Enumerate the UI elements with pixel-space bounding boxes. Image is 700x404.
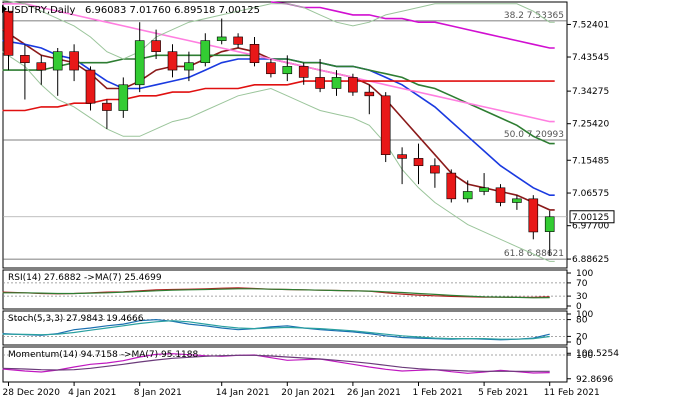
x-tick-label: 11 Feb 2021 [544, 388, 600, 398]
y-tick-label: 7.52401 [572, 20, 609, 30]
candle-body [3, 10, 14, 56]
candle-body [380, 95, 391, 155]
x-tick-label: 8 Jan 2021 [134, 388, 182, 398]
indicator-y-tick-label: 70 [576, 279, 588, 289]
candle-body [348, 77, 358, 93]
candle-body [512, 198, 522, 203]
candle-body [397, 154, 407, 159]
candle-body [298, 66, 309, 78]
indicator-y-tick-label: 100 [576, 269, 593, 279]
overlay-line [2, 0, 555, 60]
candle-body [184, 62, 194, 71]
candle-body [364, 91, 375, 97]
candle-body [167, 51, 178, 71]
indicator-y-tick-label: 92.8696 [576, 375, 613, 385]
indicator-series-line [2, 353, 550, 374]
candle-body [200, 40, 211, 64]
candle-body [36, 62, 47, 71]
candle-body [446, 172, 457, 200]
candle-body [331, 77, 342, 89]
overlay-line [2, 51, 555, 262]
candle-body [249, 44, 260, 64]
candle-body [20, 55, 30, 64]
candle-body [85, 69, 96, 104]
indicator-y-tick-label: 100.5254 [576, 349, 619, 359]
ohlc-readout: 6.96083 7.01760 6.89518 7.00125 [85, 5, 260, 16]
indicator-y-tick-label: 0 [576, 302, 582, 312]
x-tick-label: 5 Feb 2021 [478, 388, 528, 398]
x-tick-label: 20 Jan 2021 [281, 388, 335, 398]
y-tick-label: 7.25420 [572, 120, 609, 130]
y-tick-label: 7.06575 [572, 189, 609, 199]
indicator-y-tick-label: 100 [576, 351, 593, 361]
last-price-marker [569, 210, 615, 224]
candle-body [495, 187, 506, 203]
candle-body [102, 102, 112, 111]
indicator-series-line [2, 354, 550, 372]
candle-body [52, 51, 63, 71]
candle-body [413, 158, 424, 167]
collapse-icon[interactable] [2, 5, 7, 13]
y-tick-label: 6.88625 [572, 255, 609, 265]
x-tick-label: 28 Dec 2020 [3, 388, 61, 398]
indicator-header: RSI(14) 27.6882 ->MA(7) 25.4699 [8, 273, 162, 283]
indicator-header: Stoch(5,3,3) 27.9843 19.4666 [8, 314, 144, 324]
y-tick-label: 6.97700 [572, 222, 609, 232]
x-tick-label: 14 Jan 2021 [216, 388, 270, 398]
candle-body [528, 198, 539, 233]
candle-body [315, 77, 325, 89]
candle-body [266, 62, 276, 75]
candle-body [151, 40, 161, 52]
x-tick-label: 4 Jan 2021 [68, 388, 116, 398]
indicator-y-tick-label: 20 [576, 332, 588, 342]
overlay-line [270, 1, 555, 49]
indicator-y-tick-label: 100 [576, 310, 593, 320]
y-tick-label: 7.43545 [572, 53, 609, 63]
candle-body [479, 187, 489, 192]
candle-body [430, 165, 440, 174]
symbol-label: USDTRY,Daily [7, 5, 75, 16]
x-tick-label: 1 Feb 2021 [413, 388, 463, 398]
pane-frame [2, 346, 568, 383]
x-tick-label: 26 Jan 2021 [347, 388, 401, 398]
candle-body [216, 36, 227, 41]
candle-body [233, 36, 243, 45]
candle-body [282, 66, 293, 75]
candle-body [544, 216, 555, 232]
candle-body [118, 84, 129, 111]
fib-level-label: 38.2 7.53365 [504, 11, 564, 21]
indicator-y-tick-label: 0 [576, 338, 582, 348]
indicator-y-tick-label: 80 [576, 316, 588, 326]
y-tick-label: 7.15485 [572, 156, 609, 166]
fib-level-label: 50.0 7.20993 [504, 130, 564, 140]
last-price-label: 7.00125 [572, 213, 609, 223]
candle-body [134, 40, 145, 86]
y-tick-label: 7.34275 [572, 87, 609, 97]
indicator-y-tick-label: 30 [576, 292, 588, 302]
pane-frame [2, 1, 568, 269]
candle-body [462, 191, 473, 200]
overlay-line [2, 80, 555, 112]
indicator-series-line [2, 288, 550, 299]
indicator-header: Momentum(14) 94.7158 ->MA(7) 95.1188 [8, 350, 199, 360]
indicator-series-line [2, 320, 550, 340]
candle-body [69, 51, 79, 71]
